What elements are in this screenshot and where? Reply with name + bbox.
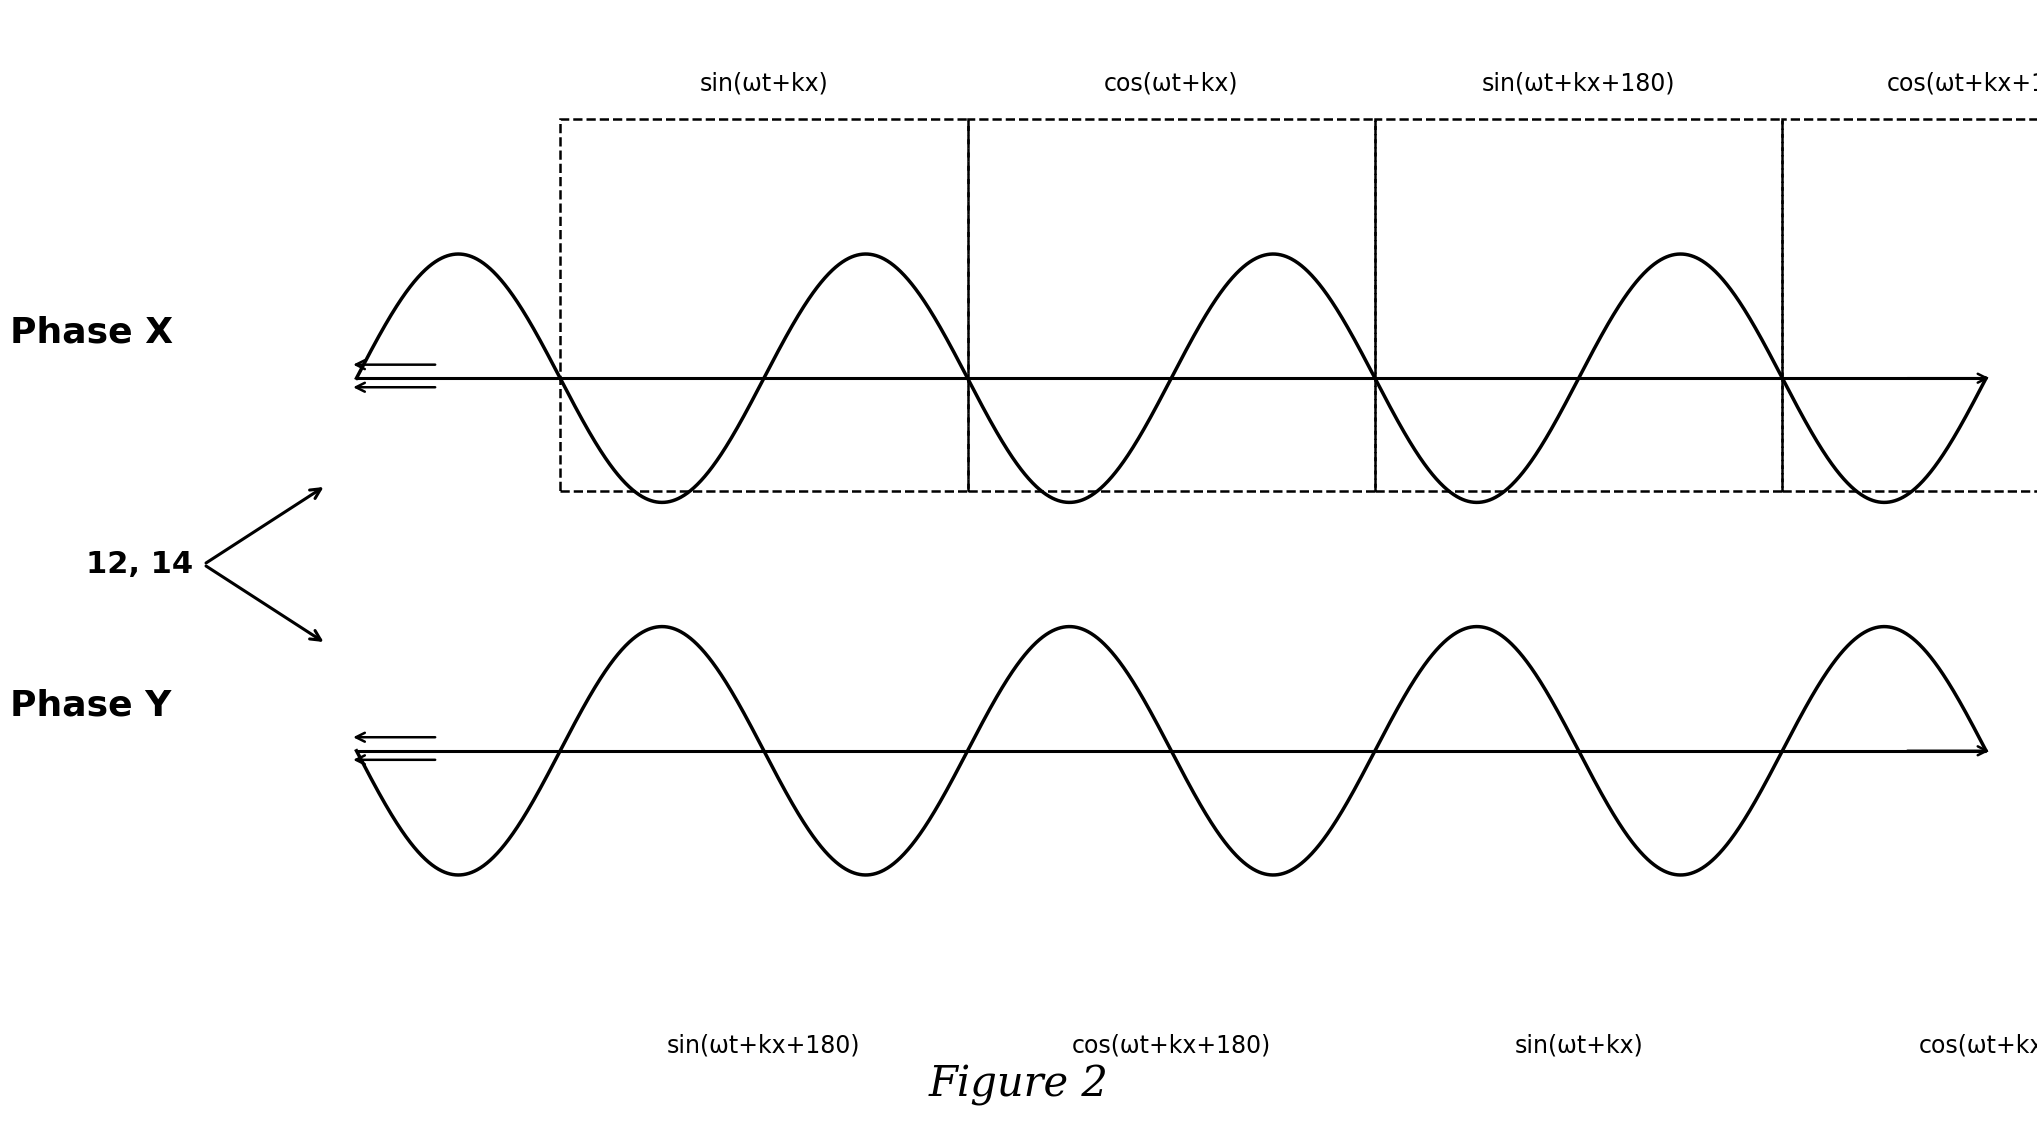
Text: 12, 14: 12, 14 xyxy=(86,550,194,579)
Bar xyxy=(1375,119,1782,491)
Text: Figure 2: Figure 2 xyxy=(929,1065,1108,1106)
Text: Phase Y: Phase Y xyxy=(10,689,171,723)
Text: cos(ωt+kx): cos(ωt+kx) xyxy=(1919,1033,2037,1057)
Bar xyxy=(968,119,1375,491)
Text: cos(ωt+kx): cos(ωt+kx) xyxy=(1104,72,1238,96)
Text: sin(ωt+kx): sin(ωt+kx) xyxy=(1513,1033,1644,1057)
Text: cos(ωt+kx+180): cos(ωt+kx+180) xyxy=(1071,1033,1271,1057)
Text: sin(ωt+kx): sin(ωt+kx) xyxy=(699,72,829,96)
Text: cos(ωt+kx+180): cos(ωt+kx+180) xyxy=(1886,72,2037,96)
Text: sin(ωt+kx+180): sin(ωt+kx+180) xyxy=(1483,72,1674,96)
Text: Phase X: Phase X xyxy=(10,316,173,350)
Bar xyxy=(560,119,968,491)
Text: sin(ωt+kx+180): sin(ωt+kx+180) xyxy=(668,1033,860,1057)
Bar xyxy=(1782,119,2037,491)
